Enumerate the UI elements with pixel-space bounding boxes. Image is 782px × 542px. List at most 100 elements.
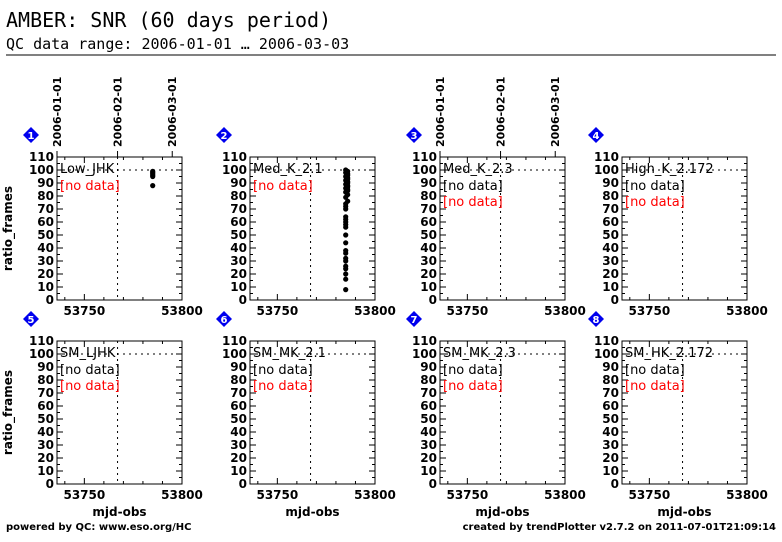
y-tick-label: 60 <box>420 399 437 413</box>
y-tick-label: 80 <box>420 189 437 203</box>
y-tick-label: 70 <box>420 202 437 216</box>
panel-number-marker <box>406 311 422 327</box>
y-tick-label: 70 <box>420 386 437 400</box>
no-data-label-red: [no data] <box>625 379 685 394</box>
y-tick-label: 70 <box>37 202 54 216</box>
y-tick-label: 30 <box>420 438 437 452</box>
y-tick-label: 40 <box>420 241 437 255</box>
y-tick-label: 0 <box>429 477 437 491</box>
x-axis-label: mjd-obs <box>475 505 529 519</box>
panel-label: High_K_2.172 <box>625 162 714 177</box>
y-tick-label: 40 <box>602 241 619 255</box>
y-tick-label: 10 <box>37 464 54 478</box>
y-tick-label: 60 <box>230 215 247 229</box>
y-tick-label: 90 <box>602 176 619 190</box>
data-point <box>343 271 349 277</box>
y-tick-label: 60 <box>37 399 54 413</box>
y-tick-label: 60 <box>420 215 437 229</box>
no-data-label-red: [no data] <box>60 379 120 394</box>
data-point <box>343 206 349 212</box>
y-tick-label: 20 <box>602 451 619 465</box>
y-tick-label: 100 <box>29 163 54 177</box>
panel-label: Med_K_2.3 <box>443 162 513 177</box>
y-tick-label: 110 <box>412 334 437 348</box>
x-tick-label: 53750 <box>63 488 105 502</box>
y-tick-label: 80 <box>230 189 247 203</box>
y-tick-label: 90 <box>420 176 437 190</box>
y-tick-label: 20 <box>420 267 437 281</box>
y-tick-label: 30 <box>420 254 437 268</box>
panel-label: SM_MK_2.3 <box>443 346 516 361</box>
y-tick-label: 10 <box>230 280 247 294</box>
y-tick-label: 90 <box>602 360 619 374</box>
no-data-label: [no data] <box>443 179 503 194</box>
y-tick-label: 70 <box>37 386 54 400</box>
y-tick-label: 0 <box>239 293 247 307</box>
no-data-label: [no data] <box>60 363 120 378</box>
y-tick-label: 40 <box>602 425 619 439</box>
x-tick-label: 53800 <box>726 488 768 502</box>
x-tick-label: 53800 <box>726 304 768 318</box>
y-tick-label: 110 <box>222 150 247 164</box>
data-point <box>343 240 349 246</box>
y-tick-label: 50 <box>37 228 54 242</box>
y-tick-label: 60 <box>230 399 247 413</box>
data-point <box>150 173 156 180</box>
panel-number-marker <box>588 311 604 327</box>
y-tick-label: 0 <box>429 293 437 307</box>
data-point <box>150 183 156 189</box>
y-tick-label: 110 <box>29 334 54 348</box>
panel-number-marker <box>216 127 232 143</box>
no-data-label-red: [no data] <box>253 379 313 394</box>
y-tick-label: 40 <box>230 241 247 255</box>
y-tick-label: 100 <box>594 347 619 361</box>
y-tick-label: 50 <box>420 228 437 242</box>
x-tick-label: 53800 <box>161 488 203 502</box>
y-tick-label: 110 <box>222 334 247 348</box>
panel-number-label: 3 <box>411 131 418 142</box>
y-tick-label: 10 <box>230 464 247 478</box>
y-tick-label: 70 <box>230 202 247 216</box>
y-tick-label: 20 <box>602 267 619 281</box>
panel-number-label: 8 <box>593 315 600 326</box>
panel-label: Med_K_2.1 <box>253 162 323 177</box>
x-tick-label: 53800 <box>544 488 586 502</box>
panel-number-label: 1 <box>28 131 35 142</box>
y-tick-label: 30 <box>230 438 247 452</box>
y-tick-label: 90 <box>420 360 437 374</box>
y-tick-label: 30 <box>37 254 54 268</box>
x-tick-label: 53750 <box>256 304 298 318</box>
data-point <box>343 276 349 282</box>
y-tick-label: 20 <box>230 267 247 281</box>
panel-number-marker <box>23 127 39 143</box>
date-tick-label: 2006-01-01 <box>434 77 447 147</box>
page-subtitle: QC data range: 2006-01-01 … 2006-03-03 <box>6 35 349 53</box>
y-tick-label: 20 <box>37 267 54 281</box>
y-tick-label: 70 <box>230 386 247 400</box>
x-tick-label: 53800 <box>161 304 203 318</box>
data-point <box>343 194 349 200</box>
y-tick-label: 80 <box>37 189 54 203</box>
y-tick-label: 100 <box>29 347 54 361</box>
no-data-label-red: [no data] <box>625 195 685 210</box>
no-data-label-red: [no data] <box>60 179 120 194</box>
x-tick-label: 53750 <box>628 488 670 502</box>
data-point <box>343 232 349 238</box>
x-tick-label: 53800 <box>544 304 586 318</box>
panel-label: SM_MK_2.1 <box>253 346 326 361</box>
y-tick-label: 20 <box>230 451 247 465</box>
y-tick-label: 40 <box>420 425 437 439</box>
no-data-label-red: [no data] <box>443 379 503 394</box>
y-axis-label: ratio_frames <box>1 370 16 455</box>
y-tick-label: 20 <box>37 451 54 465</box>
y-tick-label: 80 <box>602 373 619 387</box>
data-point <box>343 250 349 256</box>
y-tick-label: 20 <box>420 451 437 465</box>
y-tick-label: 70 <box>602 202 619 216</box>
x-tick-label: 53750 <box>446 304 488 318</box>
panel-label: SM_HK_2.172 <box>625 346 713 361</box>
